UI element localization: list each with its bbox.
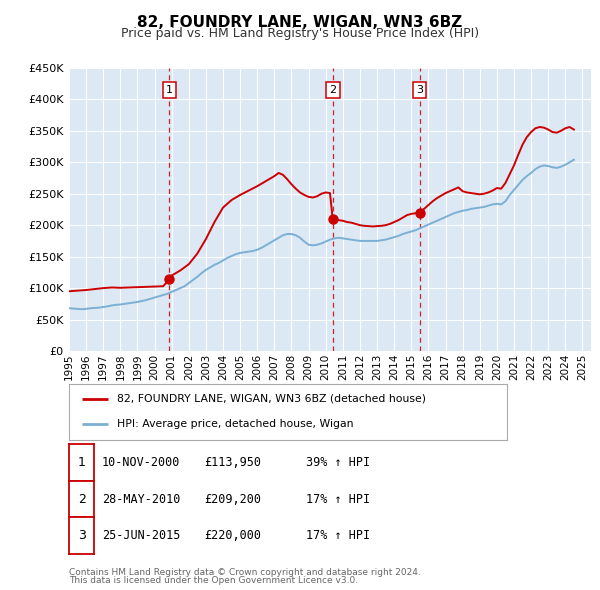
Text: 25-JUN-2015: 25-JUN-2015	[102, 529, 181, 542]
Text: Price paid vs. HM Land Registry's House Price Index (HPI): Price paid vs. HM Land Registry's House …	[121, 27, 479, 40]
Text: £220,000: £220,000	[204, 529, 261, 542]
Text: 17% ↑ HPI: 17% ↑ HPI	[306, 493, 370, 506]
Text: 10-NOV-2000: 10-NOV-2000	[102, 456, 181, 469]
Text: £209,200: £209,200	[204, 493, 261, 506]
Text: £113,950: £113,950	[204, 456, 261, 469]
Text: 82, FOUNDRY LANE, WIGAN, WN3 6BZ: 82, FOUNDRY LANE, WIGAN, WN3 6BZ	[137, 15, 463, 30]
Text: 1: 1	[77, 456, 86, 469]
Text: Contains HM Land Registry data © Crown copyright and database right 2024.: Contains HM Land Registry data © Crown c…	[69, 568, 421, 577]
Text: HPI: Average price, detached house, Wigan: HPI: Average price, detached house, Wiga…	[117, 419, 353, 430]
Text: 17% ↑ HPI: 17% ↑ HPI	[306, 529, 370, 542]
Text: 1: 1	[166, 85, 173, 95]
Text: 3: 3	[77, 529, 86, 542]
Text: 82, FOUNDRY LANE, WIGAN, WN3 6BZ (detached house): 82, FOUNDRY LANE, WIGAN, WN3 6BZ (detach…	[117, 394, 426, 404]
Text: 39% ↑ HPI: 39% ↑ HPI	[306, 456, 370, 469]
Text: 2: 2	[329, 85, 337, 95]
Text: 28-MAY-2010: 28-MAY-2010	[102, 493, 181, 506]
Text: 2: 2	[77, 493, 86, 506]
Text: This data is licensed under the Open Government Licence v3.0.: This data is licensed under the Open Gov…	[69, 576, 358, 585]
Text: 3: 3	[416, 85, 423, 95]
